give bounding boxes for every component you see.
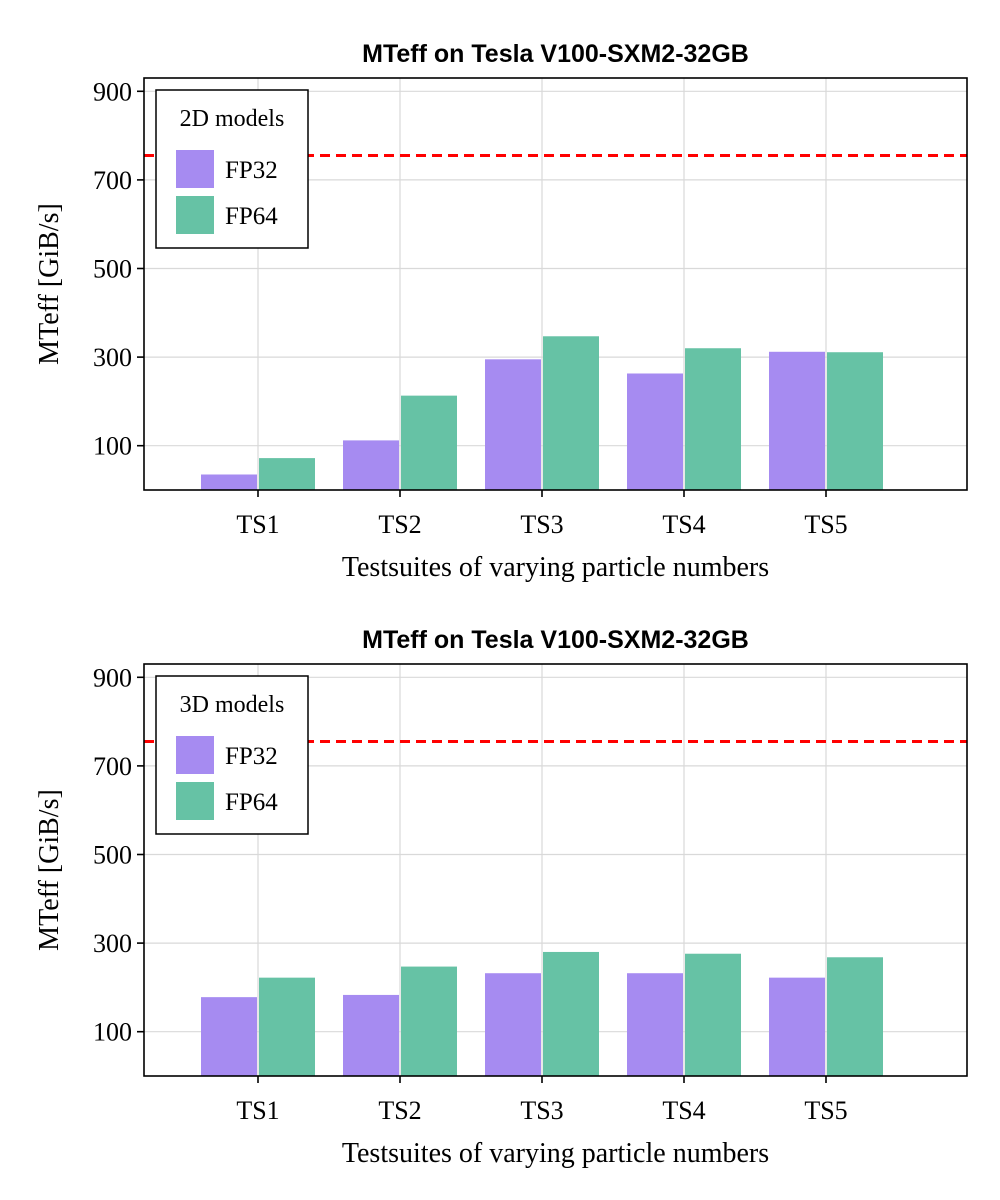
legend-swatch-fp64 xyxy=(176,782,214,820)
y-tick-label: 300 xyxy=(93,343,132,372)
bar-fp32-ts2 xyxy=(343,440,399,490)
x-tick-label: TS5 xyxy=(804,510,847,539)
bar-fp32-ts5 xyxy=(769,977,825,1076)
y-tick-label: 900 xyxy=(93,663,132,692)
bar-fp64-ts1 xyxy=(259,977,315,1076)
chart-panel-2: 100 300 500 700 900 TS1 TS2 TS3 TS4 TS5 MTeff on T… xyxy=(34,626,968,1169)
bar-fp64-ts2 xyxy=(401,966,457,1076)
y-tick-label: 700 xyxy=(93,166,132,195)
bar-fp32-ts5 xyxy=(769,351,825,490)
legend-label-fp32: FP32 xyxy=(225,157,278,184)
bar-fp64-ts4 xyxy=(685,348,741,490)
bar-fp64-ts3 xyxy=(543,951,599,1076)
legend: 2D models FP32 FP64 xyxy=(155,89,309,249)
bar-fp32-ts4 xyxy=(627,973,683,1076)
bar-fp32-ts1 xyxy=(201,997,257,1076)
x-tick-label: TS4 xyxy=(662,510,705,539)
bar-fp64-ts4 xyxy=(685,953,741,1076)
bar-fp64-ts5 xyxy=(827,957,883,1076)
y-tick-label: 500 xyxy=(93,254,132,283)
y-axis-label: MTeff [GiB/s] xyxy=(34,789,65,951)
bar-fp32-ts3 xyxy=(485,359,541,490)
x-tick-label: TS1 xyxy=(236,510,279,539)
x-tick-label: TS1 xyxy=(236,1096,279,1125)
x-tick-label: TS2 xyxy=(378,1096,421,1125)
bar-fp64-ts5 xyxy=(827,352,883,490)
x-axis-label: Testsuites of varying particle numbers xyxy=(342,1138,769,1169)
chart-title: MTeff on Tesla V100-SXM2-32GB xyxy=(362,40,749,68)
x-axis-label: Testsuites of varying particle numbers xyxy=(342,552,769,583)
legend-label-fp32: FP32 xyxy=(225,743,278,770)
legend-title: 2D models xyxy=(180,106,285,132)
plot-frame xyxy=(143,663,968,1077)
legend-label-fp64: FP64 xyxy=(225,789,278,816)
x-tick-label: TS4 xyxy=(662,1096,705,1125)
x-tick-label: TS5 xyxy=(804,1096,847,1125)
legend-label-fp64: FP64 xyxy=(225,203,278,230)
y-axis-label: MTeff [GiB/s] xyxy=(34,203,65,365)
x-tick-label: TS2 xyxy=(378,510,421,539)
chart-title: MTeff on Tesla V100-SXM2-32GB xyxy=(362,626,749,654)
legend-swatch-fp32 xyxy=(176,150,214,188)
legend-swatch-fp32 xyxy=(176,736,214,774)
y-tick-label: 100 xyxy=(93,432,132,461)
legend-swatch-fp64 xyxy=(176,196,214,234)
bar-fp64-ts2 xyxy=(401,395,457,490)
x-tick-label: TS3 xyxy=(520,510,563,539)
y-tick-label: 300 xyxy=(93,929,132,958)
y-tick-label: 500 xyxy=(93,840,132,869)
bar-fp32-ts4 xyxy=(627,373,683,490)
y-tick-label: 700 xyxy=(93,752,132,781)
bar-fp64-ts1 xyxy=(259,458,315,490)
y-tick-label: 900 xyxy=(93,77,132,106)
bar-fp32-ts1 xyxy=(201,474,257,490)
bar-fp64-ts3 xyxy=(543,336,599,490)
plot-frame xyxy=(143,77,968,491)
bar-fp32-ts2 xyxy=(343,994,399,1076)
legend-title: 3D models xyxy=(180,692,285,718)
y-tick-label: 100 xyxy=(93,1018,132,1047)
x-tick-label: TS3 xyxy=(520,1096,563,1125)
chart-panel-1: 100 300 500 700 900 TS1 TS2 TS3 TS4 TS5 MTeff on T… xyxy=(34,40,968,583)
legend: 3D models FP32 FP64 xyxy=(155,675,309,835)
bar-fp32-ts3 xyxy=(485,973,541,1076)
